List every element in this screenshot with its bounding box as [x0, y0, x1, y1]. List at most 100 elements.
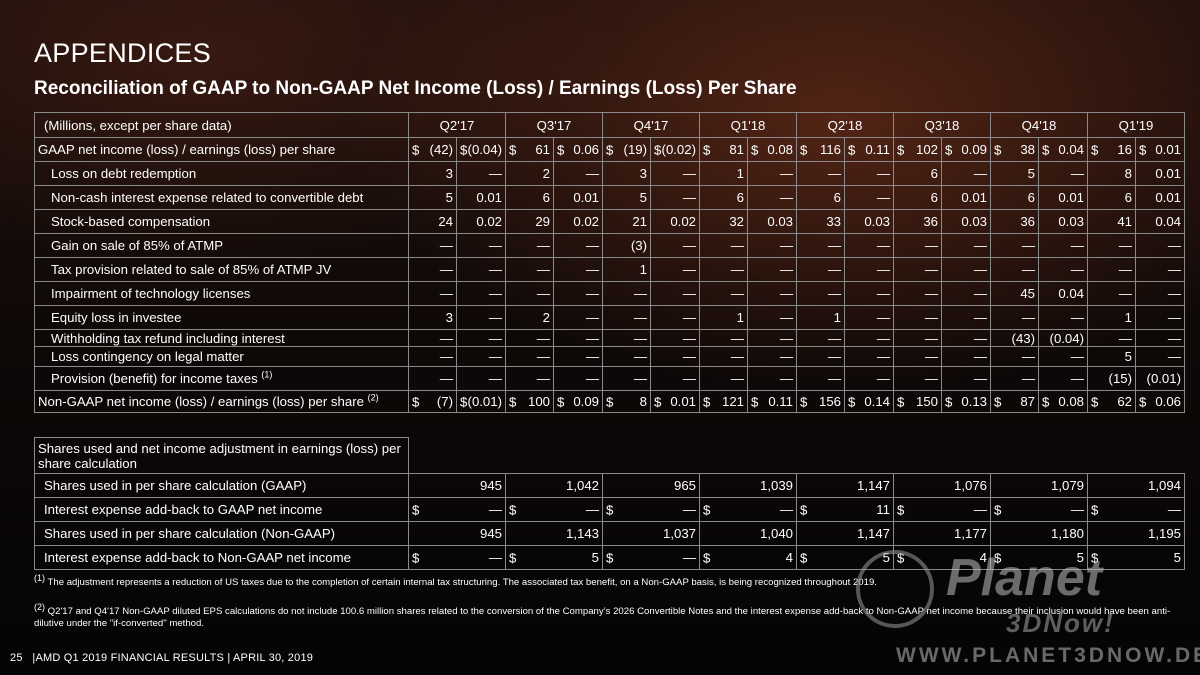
table-cell: — — [1135, 329, 1185, 347]
footnote-2-text: Q2'17 and Q4'17 Non-GAAP diluted EPS cal… — [34, 606, 1171, 629]
column-header-Q417: Q4'17 — [602, 112, 700, 138]
cell-value: — — [1070, 262, 1084, 277]
cell-value: 45 — [1020, 286, 1035, 301]
table-cell: 36 — [893, 209, 942, 234]
cell-value: — — [827, 349, 841, 364]
cell-value: — — [730, 262, 744, 277]
cell-value: 4 — [785, 550, 793, 565]
table-cell: 45 — [990, 281, 1039, 306]
cell-value: 0.11 — [768, 394, 793, 409]
table-cell: — — [990, 366, 1039, 391]
currency-symbol: $ — [1091, 394, 1099, 409]
shares-cell: 1,076 — [893, 473, 991, 498]
cell-value: — — [1118, 238, 1132, 253]
table-cell: — — [941, 257, 991, 282]
table-cell: — — [747, 281, 797, 306]
cell-value: — — [1070, 310, 1084, 325]
slide-footer: 25 |AMD Q1 2019 FINANCIAL RESULTS | APRI… — [10, 652, 313, 664]
shares-row-label: Shares used in per share calculation (GA… — [34, 473, 409, 498]
page-number: 25 — [10, 652, 23, 664]
table-cell: — — [650, 257, 700, 282]
cell-value: (0.04) — [1049, 330, 1084, 346]
table-cell: — — [844, 185, 894, 210]
cell-value: 6 — [1027, 190, 1035, 205]
table-cell: — — [553, 281, 603, 306]
cell-value: — — [827, 262, 841, 277]
cell-value: — — [1167, 286, 1181, 301]
cell-value: — — [682, 190, 696, 205]
column-header-Q118: Q1'18 — [699, 112, 797, 138]
table-cell: — — [408, 257, 457, 282]
cell-value: 1 — [1124, 310, 1132, 325]
table-cell: $ (0.02) — [650, 137, 700, 162]
column-header-Q418: Q4'18 — [990, 112, 1088, 138]
cell-value: 0.01 — [573, 190, 599, 205]
table-cell: — — [1087, 329, 1136, 347]
row-footnote-mark: (2) — [367, 392, 379, 403]
cell-value: — — [1021, 310, 1035, 325]
row-label: Gain on sale of 85% of ATMP — [34, 233, 409, 258]
cell-value: 0.02 — [573, 214, 599, 229]
cell-value: — — [536, 262, 550, 277]
cell-value: 1 — [639, 262, 647, 277]
table-cell: 2 — [505, 161, 554, 186]
cell-value: — — [488, 502, 502, 517]
cell-value: 29 — [535, 214, 550, 229]
cell-value: 0.01 — [1058, 190, 1084, 205]
cell-value: — — [682, 262, 696, 277]
cell-value: — — [682, 502, 696, 517]
table-row: Tax provision related to sale of 85% of … — [34, 257, 1185, 282]
table-cell: 2 — [505, 305, 554, 330]
cell-value: — — [439, 262, 453, 277]
currency-symbol: $ — [751, 394, 759, 409]
cell-value: — — [1070, 349, 1084, 364]
cell-value: 102 — [915, 142, 938, 157]
table-cell: 0.02 — [650, 209, 700, 234]
cell-value: — — [779, 502, 793, 517]
table-cell: 6 — [796, 185, 845, 210]
cell-value: 32 — [729, 214, 744, 229]
cell-value: 0.01 — [1155, 142, 1181, 157]
table-cell: (43) — [990, 329, 1039, 347]
currency-symbol: $ — [1139, 142, 1147, 157]
table-cell: — — [747, 329, 797, 347]
cell-value: 2 — [542, 166, 550, 181]
cell-value: — — [585, 371, 599, 386]
table-cell: — — [893, 366, 942, 391]
cell-value: 33 — [826, 214, 841, 229]
row-label-text: Provision (benefit) for income taxes — [51, 371, 258, 386]
cell-value: — — [585, 262, 599, 277]
currency-symbol: $ — [509, 142, 517, 157]
table-cell: — — [844, 305, 894, 330]
cell-value: 0.03 — [767, 214, 793, 229]
table-cell: $0.09 — [553, 390, 603, 413]
table-cell: $0.08 — [747, 137, 797, 162]
cell-value: — — [876, 310, 890, 325]
table-cell: (0.04) — [1038, 329, 1088, 347]
cell-value: — — [924, 330, 938, 346]
cell-value: — — [1167, 502, 1181, 517]
cell-value: 1,079 — [1050, 478, 1084, 493]
table-cell: — — [699, 233, 748, 258]
table-cell: — — [990, 305, 1039, 330]
table-cell: $0.13 — [941, 390, 991, 413]
cell-value: 1,147 — [856, 478, 890, 493]
currency-symbol: $ — [800, 394, 808, 409]
cell-value: — — [682, 166, 696, 181]
column-header-Q218: Q2'18 — [796, 112, 894, 138]
shares-cell: 1,177 — [893, 521, 991, 546]
table-cell: — — [747, 346, 797, 367]
cell-value: 11 — [876, 502, 890, 517]
cell-value: — — [730, 286, 744, 301]
table-cell: — — [747, 161, 797, 186]
cell-value: — — [973, 166, 987, 181]
table-cell: — — [699, 257, 748, 282]
table-cell: — — [941, 329, 991, 347]
cell-value: — — [633, 330, 647, 346]
table-cell: 0.03 — [1038, 209, 1088, 234]
cell-value: — — [488, 262, 502, 277]
cell-value: (0.04) — [467, 142, 502, 157]
table-cell: — — [796, 366, 845, 391]
cell-value: 5 — [445, 190, 453, 205]
column-header-Q317: Q3'17 — [505, 112, 603, 138]
